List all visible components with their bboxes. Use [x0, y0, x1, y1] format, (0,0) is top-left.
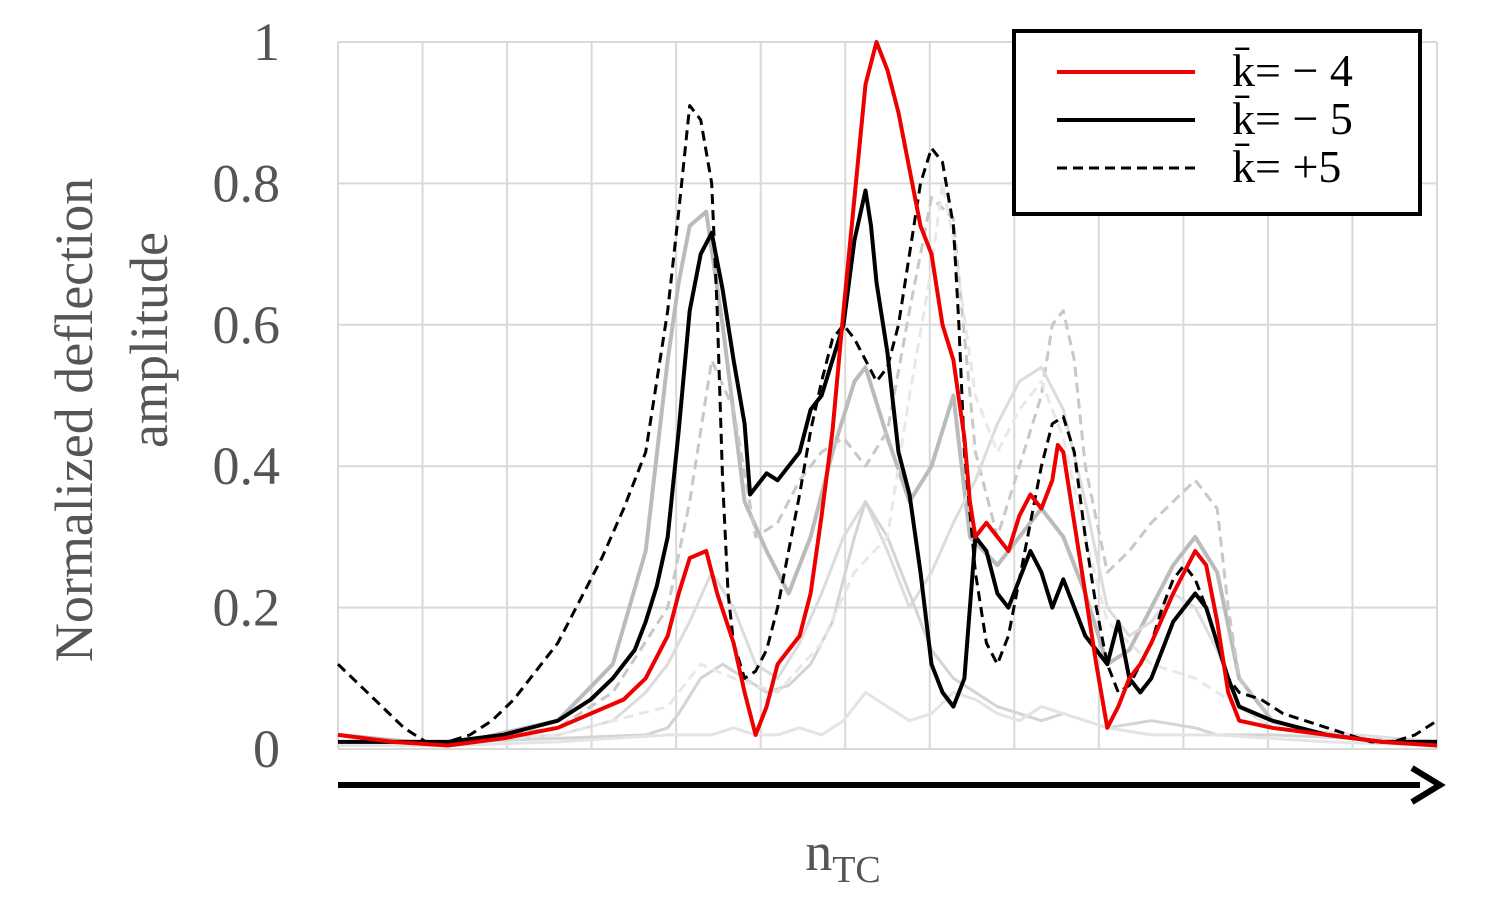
- background-series: [337, 181, 1438, 748]
- y-tick-label: 0.2: [213, 578, 281, 638]
- y-tick-label: 0.8: [213, 153, 281, 213]
- background-series-line: [337, 209, 1438, 748]
- x-axis-label-subscript: TC: [832, 849, 881, 891]
- legend-label-k-minus-4: k̄= − 4: [1232, 45, 1353, 96]
- series-line-k-plus-5: [336, 104, 1438, 744]
- background-series-line: [338, 196, 1438, 744]
- series-line-k-minus-5: [338, 188, 1437, 744]
- x-axis-arrow: [338, 765, 1446, 805]
- y-tick-label: 1: [253, 12, 280, 72]
- series-line-k-minus-4: [337, 40, 1438, 748]
- y-tick-label: 0.4: [213, 436, 281, 496]
- x-axis-label-main: n: [805, 822, 832, 882]
- y-tick-label: 0: [253, 719, 280, 779]
- legend-label-k-minus-5: k̄= − 5: [1232, 93, 1353, 144]
- legend-label-k-plus-5: k̄= +5: [1232, 141, 1341, 192]
- y-axis-label-line2: amplitude: [119, 232, 179, 448]
- background-series-line: [338, 690, 1438, 747]
- plot-series: [336, 40, 1438, 748]
- y-axis-label-line1: Normalized deflection: [44, 178, 104, 662]
- legend-box: [1012, 29, 1422, 216]
- background-series-line: [338, 365, 1438, 744]
- y-axis-ticks: 0 0.2 0.4 0.6 0.8 1: [213, 12, 281, 779]
- y-tick-label: 0.6: [213, 295, 281, 355]
- x-axis-label: nTC: [805, 822, 881, 891]
- background-series-line: [338, 181, 1438, 744]
- legend: k̄= − 4 k̄= − 5 k̄= +5: [1012, 29, 1422, 216]
